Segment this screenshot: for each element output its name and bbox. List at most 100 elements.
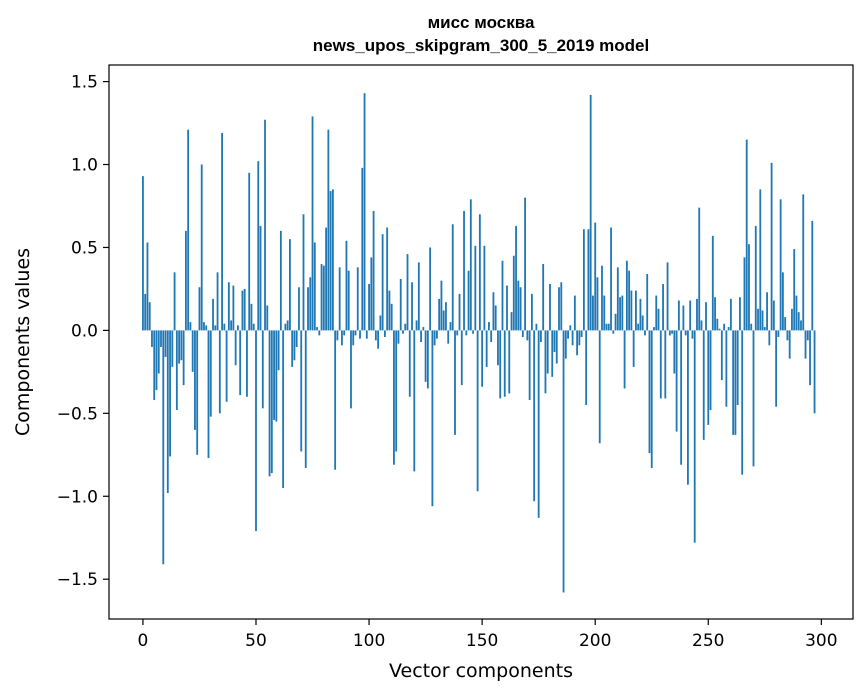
bar <box>180 330 183 361</box>
bar <box>329 191 332 331</box>
bar <box>302 214 305 331</box>
bar <box>460 330 463 386</box>
x-tick-label: 250 <box>692 631 724 651</box>
bar <box>257 161 260 331</box>
bar <box>413 330 416 472</box>
bar <box>784 317 787 331</box>
bar <box>603 295 606 331</box>
bar <box>555 330 558 364</box>
bar <box>770 162 773 331</box>
bar <box>725 330 728 407</box>
bar <box>781 272 784 331</box>
bar <box>761 310 764 331</box>
x-tick-label: 100 <box>353 631 385 651</box>
bar <box>499 330 502 399</box>
bar <box>616 267 619 331</box>
bar <box>483 245 486 331</box>
bar <box>637 323 640 331</box>
bar <box>641 315 644 331</box>
bar <box>214 325 217 331</box>
y-tick-label: 1.0 <box>71 156 98 176</box>
bar <box>741 330 744 475</box>
bar <box>508 330 511 394</box>
bar <box>689 300 692 331</box>
bar <box>261 330 264 409</box>
bar <box>327 129 330 331</box>
bar <box>472 330 474 334</box>
bar <box>417 262 420 331</box>
bar <box>564 330 567 359</box>
bar <box>234 330 237 366</box>
bar <box>775 330 778 407</box>
bar <box>275 330 278 422</box>
bar <box>628 270 631 331</box>
bar <box>383 330 386 338</box>
bar <box>381 234 384 331</box>
x-tick-label: 300 <box>805 631 837 651</box>
bar <box>370 257 373 331</box>
bar <box>587 229 590 331</box>
bar <box>506 285 508 331</box>
bar <box>754 225 757 331</box>
x-tick-label: 200 <box>579 631 611 651</box>
bar <box>336 330 339 341</box>
y-tick-label: −0.5 <box>57 404 98 424</box>
bar <box>630 290 633 331</box>
bar <box>232 285 235 331</box>
y-tick-label: −1.0 <box>57 487 98 507</box>
bar <box>243 288 246 331</box>
bar <box>759 189 762 331</box>
bar <box>359 330 361 339</box>
bar <box>255 330 257 532</box>
bar <box>802 194 805 331</box>
bar <box>680 330 683 465</box>
bar <box>225 330 228 402</box>
bar <box>537 330 540 518</box>
bar <box>379 315 382 331</box>
bar <box>320 264 323 331</box>
bar <box>393 330 395 465</box>
bar <box>338 267 341 331</box>
bar <box>806 330 809 341</box>
bar <box>797 312 800 331</box>
bar <box>549 283 551 331</box>
x-tick-label: 150 <box>466 631 498 651</box>
bar <box>341 330 343 346</box>
bar <box>406 254 409 331</box>
bar <box>198 287 201 331</box>
bar <box>365 330 368 339</box>
bar <box>311 116 314 331</box>
bar <box>160 330 162 347</box>
bar <box>279 230 282 331</box>
bar <box>809 330 811 386</box>
bar <box>354 330 357 336</box>
x-axis-ticks: 0 50 100 150 200 250 300 <box>138 619 838 651</box>
bar <box>528 330 531 401</box>
bar <box>282 330 285 488</box>
bar <box>456 330 459 336</box>
bar <box>666 262 669 331</box>
bar <box>397 330 400 344</box>
bar <box>182 330 185 386</box>
bar <box>424 330 427 382</box>
bar <box>474 245 477 331</box>
bar <box>175 330 178 411</box>
bar <box>748 244 750 331</box>
bar <box>519 287 522 331</box>
bar <box>445 302 447 331</box>
bar <box>447 330 450 344</box>
bar <box>451 224 454 331</box>
bar <box>467 270 470 331</box>
bar <box>454 330 456 435</box>
bar <box>488 322 490 331</box>
bar <box>644 330 646 336</box>
bar <box>653 327 655 331</box>
bar <box>734 330 737 435</box>
bar <box>300 330 303 452</box>
bar <box>356 267 359 331</box>
bar <box>795 295 798 331</box>
bar <box>289 239 291 331</box>
bar <box>675 330 678 432</box>
bar <box>598 330 601 444</box>
bar <box>512 255 515 331</box>
